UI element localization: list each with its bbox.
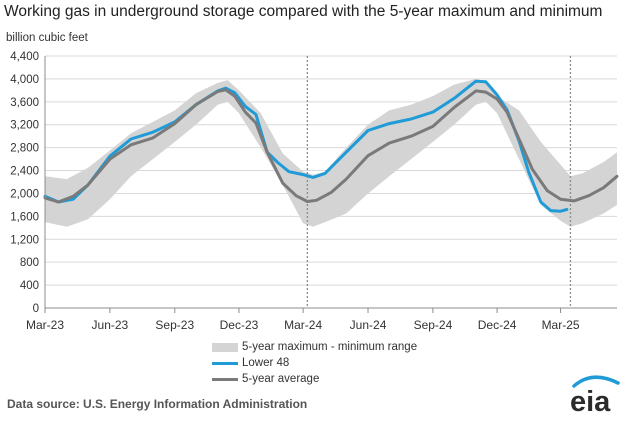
y-tick-label: 1,600 — [10, 211, 39, 223]
y-tick-label: 800 — [20, 257, 39, 269]
y-tick-label: 4,000 — [10, 74, 39, 86]
x-tick-label: Dec-24 — [478, 318, 517, 332]
chart-title: Working gas in underground storage compa… — [4, 3, 603, 20]
x-tick-labels: Mar-23 Jun-23 Sep-23 Dec-23 Mar-24 Jun-24 Sep-… — [26, 318, 580, 332]
y-tick-label: 2,000 — [10, 188, 39, 200]
range-band — [45, 78, 617, 227]
x-tick-label: Jun-24 — [350, 318, 387, 332]
legend-swatch-lower48 — [212, 361, 238, 365]
x-tick-label: Jun-23 — [92, 318, 129, 332]
series-lines — [43, 79, 619, 213]
x-tick-label: Mar-24 — [284, 318, 322, 332]
axes — [44, 56, 617, 313]
legend-item-average: 5-year average — [212, 371, 417, 387]
x-tick-label: Mar-23 — [26, 318, 64, 332]
y-tick-labels: 0 400 800 1,200 1,600 2,000 2,400 2,800 3,200 3,6… — [10, 51, 39, 315]
legend-label-range: 5-year maximum - minimum range — [242, 341, 418, 353]
legend-label-average: 5-year average — [242, 373, 320, 385]
legend-item-lower48: Lower 48 — [212, 355, 417, 371]
x-tick-label: Sep-24 — [414, 318, 453, 332]
y-tick-label: 2,800 — [10, 143, 39, 155]
y-tick-label: 0 — [33, 303, 39, 315]
reference-lines — [306, 56, 572, 308]
line-5yr-average — [43, 88, 619, 204]
eia-logo: eia — [570, 375, 620, 418]
y-tick-label: 2,400 — [10, 166, 39, 178]
range-band-area — [45, 78, 617, 227]
y-tick-label: 400 — [20, 280, 39, 292]
y-axis-unit-label: billion cubic feet — [6, 32, 88, 44]
legend: 5-year maximum - minimum range Lower 48 … — [212, 339, 417, 387]
x-tick-label: Mar-25 — [542, 318, 580, 332]
x-tick-label: Dec-23 — [220, 318, 259, 332]
legend-swatch-average — [212, 377, 238, 381]
y-tick-label: 4,400 — [10, 51, 39, 63]
legend-swatch-range — [212, 342, 238, 352]
y-tick-label: 3,600 — [10, 97, 39, 109]
legend-label-lower48: Lower 48 — [242, 357, 290, 369]
data-source-note: Data source: U.S. Energy Information Adm… — [7, 397, 308, 411]
legend-item-range: 5-year maximum - minimum range — [212, 339, 417, 355]
y-tick-label: 3,200 — [10, 120, 39, 132]
x-tick-label: Sep-23 — [155, 318, 194, 332]
eia-logo-text: eia — [570, 386, 611, 418]
y-tick-label: 1,200 — [10, 234, 39, 246]
